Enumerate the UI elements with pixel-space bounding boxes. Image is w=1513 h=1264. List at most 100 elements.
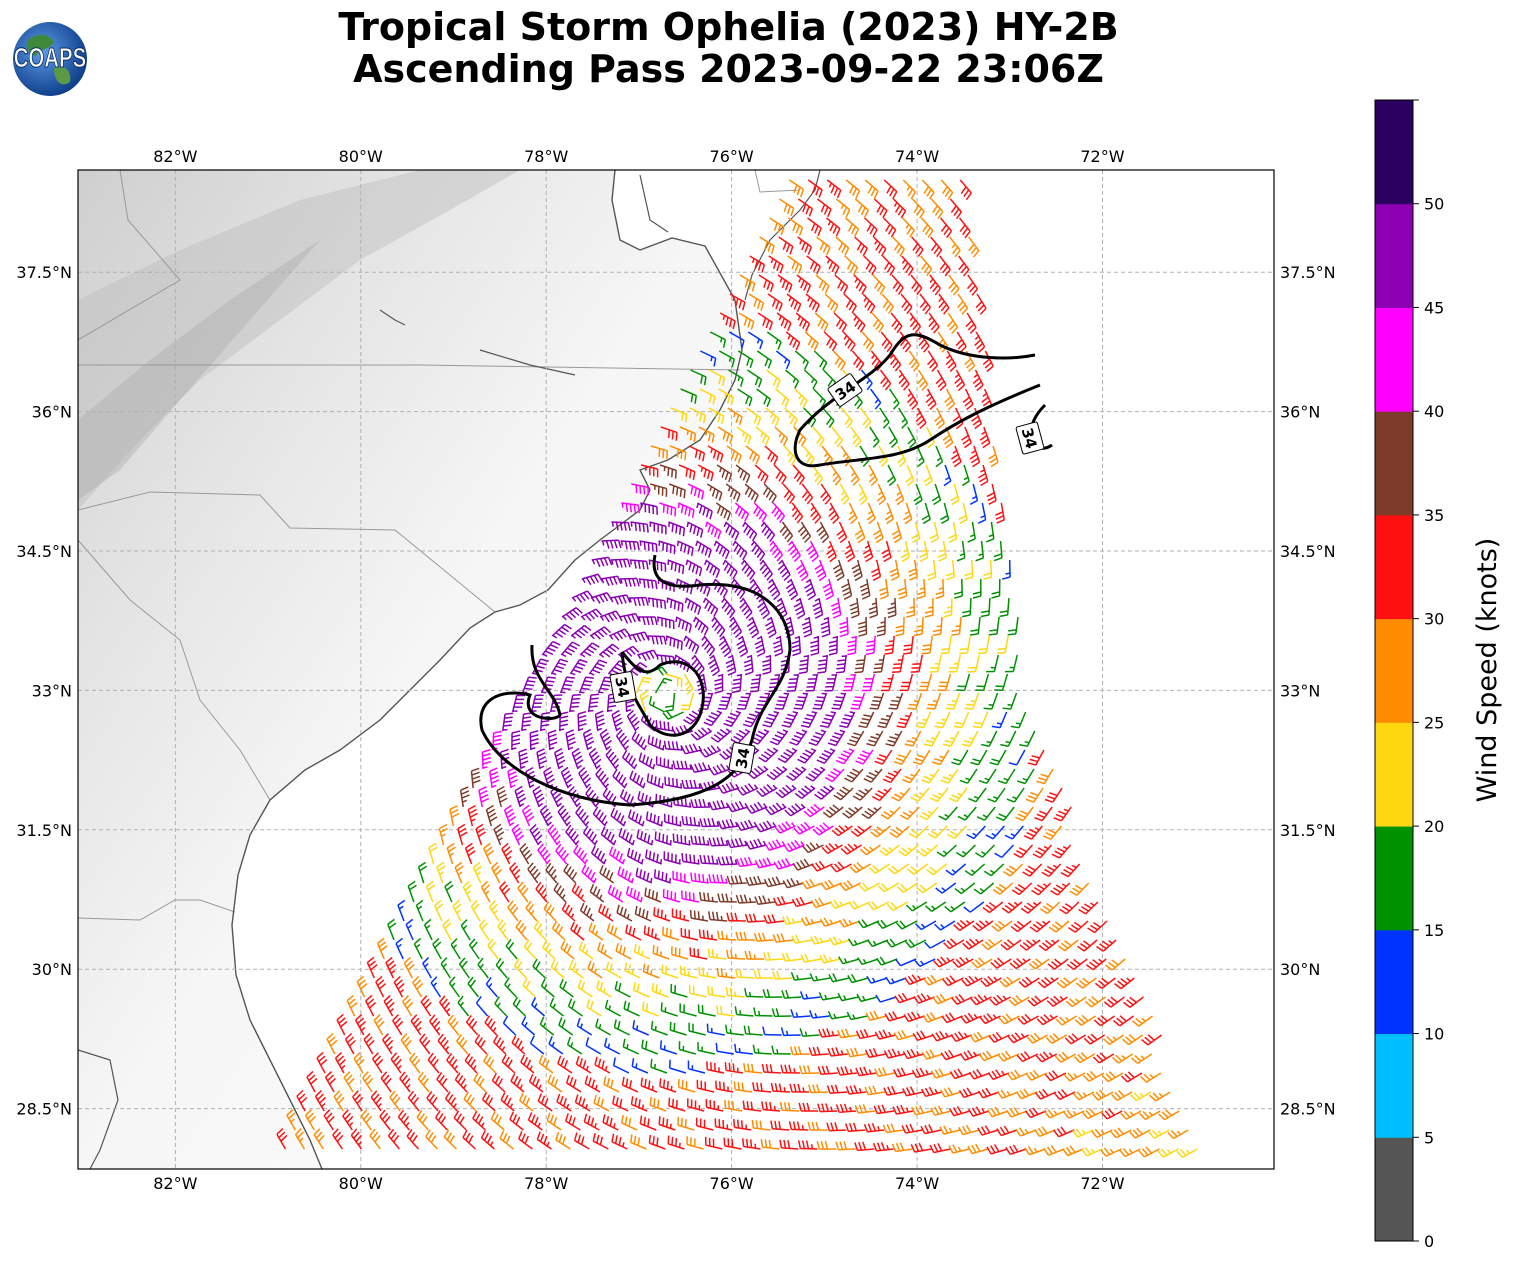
wind-barb <box>727 407 743 426</box>
wind-barb <box>807 217 822 237</box>
wind-barb <box>737 388 753 407</box>
wind-barb <box>701 635 716 657</box>
wind-barb <box>686 521 704 538</box>
wind-barb <box>812 597 824 619</box>
wind-barb <box>912 749 931 766</box>
colorbar-tick: 10 <box>1424 1025 1444 1044</box>
wind-barb <box>531 658 549 676</box>
wind-barb <box>611 521 631 531</box>
wind-barb <box>609 594 631 605</box>
wind-barb <box>656 616 675 630</box>
wind-barb <box>949 236 961 258</box>
wind-barb <box>988 445 999 468</box>
wind-barb <box>759 236 775 254</box>
wind-barb <box>937 540 947 562</box>
wind-barb <box>1008 749 1026 766</box>
wind-barb <box>568 693 581 713</box>
wind-barb <box>983 559 993 581</box>
wind-barb <box>784 407 798 428</box>
wind-barb <box>793 692 809 710</box>
wind-barb <box>939 255 951 277</box>
wind-barb <box>732 540 748 561</box>
wind-barb <box>834 274 849 294</box>
wind-barb <box>667 521 686 537</box>
wind-barb <box>814 312 829 332</box>
wind-barb <box>962 388 974 411</box>
wind-barb <box>868 597 879 619</box>
wind-barb <box>851 350 865 371</box>
wind-barb <box>737 350 754 369</box>
wind-barb <box>728 369 744 387</box>
wind-barb <box>771 502 786 524</box>
wind-barb <box>967 521 976 543</box>
wind-barb <box>640 464 659 478</box>
wind-barb <box>972 369 984 392</box>
lat-tick-left: 34.5°N <box>16 542 72 561</box>
wind-barb <box>873 236 887 257</box>
wind-barb <box>826 217 841 237</box>
wind-barb <box>599 728 613 751</box>
wind-barb <box>866 730 884 747</box>
wind-barb <box>784 803 806 817</box>
wind-barb <box>746 407 762 426</box>
wind-barb <box>970 749 988 766</box>
wind-barb <box>749 673 762 693</box>
wind-barb <box>958 217 971 239</box>
wind-barb <box>709 331 727 348</box>
wind-barb <box>991 711 1008 729</box>
lon-tick-bottom: 78°W <box>524 1174 568 1193</box>
wind-barb <box>801 616 813 638</box>
wind-barb <box>677 502 695 519</box>
wind-barb <box>816 236 831 256</box>
wind-barb <box>683 673 694 695</box>
wind-barb <box>536 748 547 770</box>
wind-barb <box>782 483 795 505</box>
wind-barb <box>605 748 620 770</box>
wind-barb <box>833 312 848 333</box>
colorbar-tick: 40 <box>1424 402 1444 421</box>
wind-barb <box>717 426 734 444</box>
wind-barb <box>511 730 521 751</box>
wind-barb <box>646 773 664 789</box>
wind-barb <box>797 521 812 543</box>
wind-barb <box>612 768 628 789</box>
wind-barb <box>898 369 910 391</box>
wind-barb <box>1006 787 1025 803</box>
wind-barb <box>675 616 692 633</box>
wind-barb <box>872 787 892 802</box>
wind-barb <box>1017 768 1035 785</box>
wind-barb <box>988 616 1000 636</box>
wind-barb <box>638 752 656 770</box>
wind-barb <box>551 623 572 639</box>
wind-barb <box>911 236 924 257</box>
wind-barb <box>926 692 942 710</box>
wind-barb <box>887 597 897 619</box>
wind-barb <box>690 727 713 741</box>
wind-barb <box>974 331 986 354</box>
wind-barb <box>655 756 674 770</box>
wind-barb <box>665 635 683 650</box>
wind-barb <box>778 236 794 255</box>
wind-barb <box>786 766 807 781</box>
wind-barb <box>1025 787 1044 803</box>
wind-barb <box>957 806 977 821</box>
wind-barb <box>772 635 784 657</box>
wind-barb <box>895 616 905 637</box>
wind-barb <box>932 616 943 637</box>
wind-barb <box>864 179 879 199</box>
wind-barb <box>932 749 950 766</box>
wind-barb <box>915 407 927 430</box>
wind-barb <box>832 559 845 582</box>
state-borders <box>78 170 801 921</box>
wind-barb <box>901 255 914 276</box>
wind-barb <box>587 693 600 713</box>
wind-barb <box>788 217 804 236</box>
wind-barb <box>862 293 876 314</box>
wind-barb <box>591 556 613 568</box>
wind-barb <box>993 540 1003 562</box>
wind-barb <box>948 654 962 673</box>
wind-barb <box>873 521 884 544</box>
lat-tick-right: 34.5°N <box>1280 542 1336 561</box>
colorbar-bin <box>1375 100 1413 205</box>
